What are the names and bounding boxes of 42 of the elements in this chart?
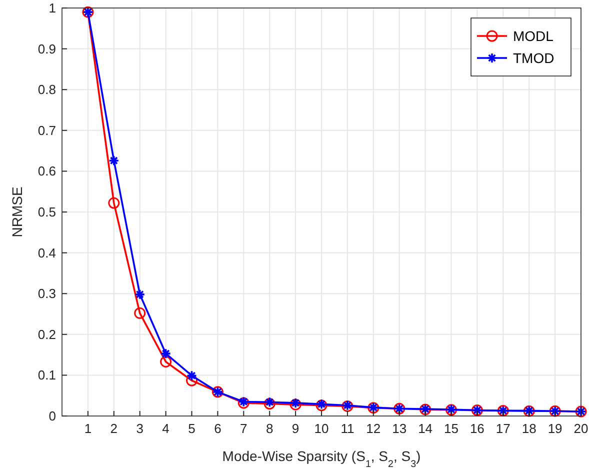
y-tick-label: 0.1 <box>38 368 56 383</box>
y-tick-label: 0.6 <box>38 164 56 179</box>
x-tick-label: 3 <box>136 421 144 436</box>
y-tick-label: 1 <box>48 0 56 16</box>
x-tick-label: 10 <box>314 421 329 436</box>
y-tick-label: 0.3 <box>38 286 56 302</box>
point <box>160 356 172 368</box>
x-tick-label: 7 <box>240 421 248 436</box>
y-tick-label: 0.7 <box>38 122 56 138</box>
x-tick-label: 12 <box>366 421 381 436</box>
x-tick-label: 15 <box>444 421 458 436</box>
y-tick-label: 0.4 <box>38 245 56 260</box>
y-tick-label: 0.8 <box>38 82 56 98</box>
legend-label: MODL <box>513 28 554 44</box>
y-tick-label: 0.9 <box>38 41 56 56</box>
point <box>134 307 146 319</box>
y-axis-title: NRMSE <box>9 186 25 238</box>
x-tick-label: 9 <box>292 421 300 436</box>
y-tick-label: 0 <box>48 408 56 424</box>
x-tick-label: 2 <box>110 421 118 436</box>
x-tick-label: 20 <box>574 421 588 436</box>
point <box>108 155 120 166</box>
x-axis-title: Mode-Wise Sparsity (S$_{1}$, S$_{2}$, S$_{3}$) <box>222 448 421 470</box>
x-tick-label: 5 <box>188 421 196 436</box>
point <box>160 348 172 359</box>
point <box>134 289 146 300</box>
x-tick-label: 4 <box>162 421 170 436</box>
point <box>108 197 120 209</box>
y-tick-label: 0.5 <box>38 204 56 220</box>
x-tick-label: 1 <box>84 421 92 436</box>
legend-label: TMOD <box>513 50 554 66</box>
x-tick-label: 11 <box>340 421 354 436</box>
x-tick-label: 8 <box>266 421 274 436</box>
x-tick-label: 18 <box>522 421 536 436</box>
point <box>186 370 198 382</box>
x-tick-label: 17 <box>496 421 510 436</box>
x-tick-label: 14 <box>418 421 433 436</box>
x-tick-label: 6 <box>214 421 222 436</box>
y-tick-label: 0.2 <box>38 326 56 342</box>
x-tick-label: 19 <box>548 421 562 436</box>
x-tick-label: 13 <box>392 421 407 436</box>
x-tick-label: 16 <box>470 421 484 436</box>
